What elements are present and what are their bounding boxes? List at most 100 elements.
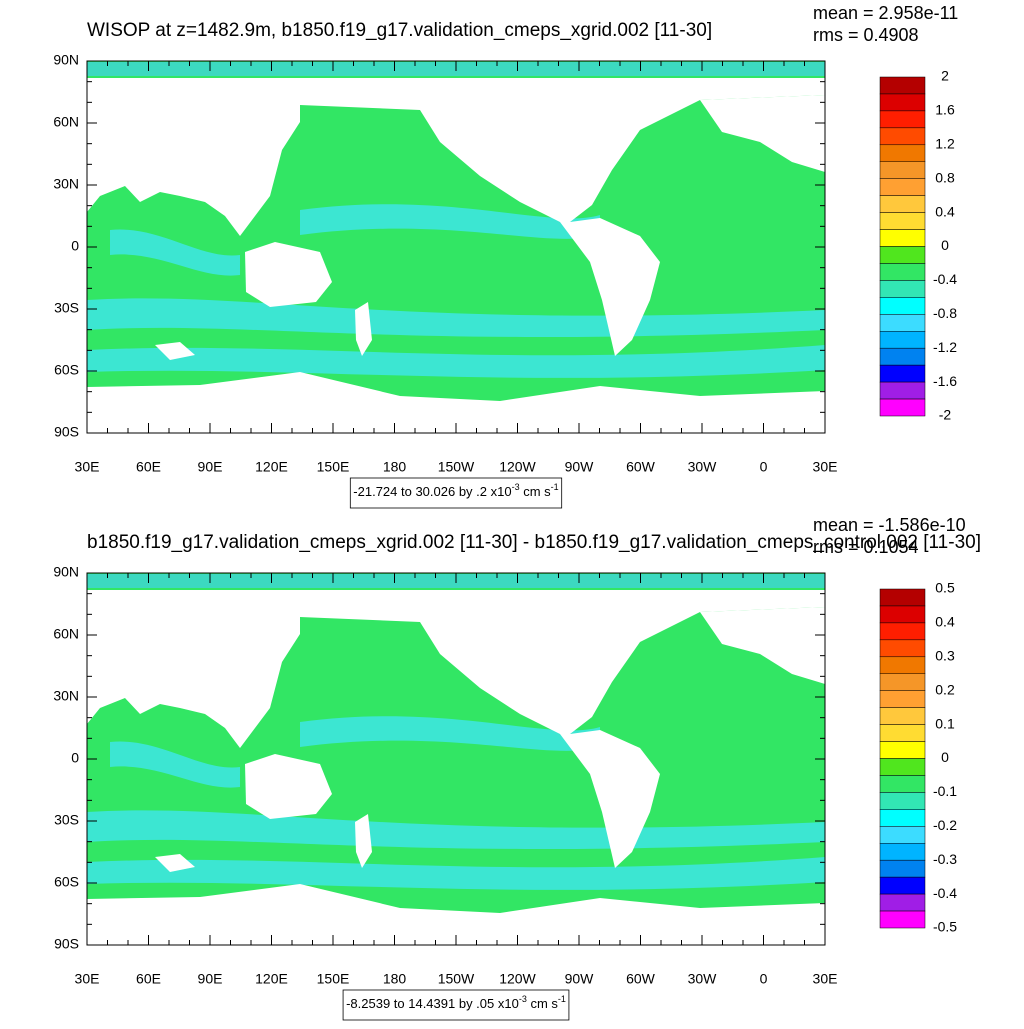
range-box xyxy=(349,477,563,509)
colorbar-box xyxy=(879,347,926,366)
colorbar-box xyxy=(879,656,926,675)
colorbar-box xyxy=(879,144,926,163)
colorbar-label: -0.3 xyxy=(933,851,957,867)
map-panel: WISOP at z=1482.9m, b1850.f19_g17.valida… xyxy=(53,3,958,509)
colorbar-box xyxy=(879,127,926,146)
lon-label: 30E xyxy=(813,971,838,987)
range-exponent: -3 xyxy=(519,994,527,1004)
lat-label: 0 xyxy=(71,750,79,766)
colorbar-label: 0 xyxy=(941,237,949,253)
range-text: -8.2539 to 14.4391 by .05 x10-3 cm s-1 xyxy=(346,994,566,1011)
colorbar-box xyxy=(879,690,926,708)
colorbar-label: -0.2 xyxy=(933,817,957,833)
lon-label: 0 xyxy=(760,971,768,987)
colorbar-label: -0.5 xyxy=(933,919,957,935)
lon-label: 30W xyxy=(688,459,718,475)
colorbar-label: -1.6 xyxy=(933,373,957,389)
mean-text: mean = -1.586e-10 xyxy=(813,515,966,535)
colorbar-box xyxy=(879,263,926,281)
colorbar-box xyxy=(879,792,926,810)
lon-label: 30E xyxy=(75,459,100,475)
colorbar-box xyxy=(879,229,926,247)
lat-label: 30N xyxy=(53,688,79,704)
panel-title: WISOP at z=1482.9m, b1850.f19_g17.valida… xyxy=(87,20,712,41)
lon-label: 60W xyxy=(626,971,656,987)
lon-label: 30E xyxy=(813,459,838,475)
colorbar-label: 1.2 xyxy=(935,136,955,152)
colorbar-box xyxy=(879,622,926,641)
colorbar-box xyxy=(879,381,926,400)
lat-label: 30S xyxy=(54,812,79,828)
colorbar-label: 2 xyxy=(941,68,949,84)
lon-label: 120W xyxy=(499,971,536,987)
colorbar-box xyxy=(879,673,926,691)
lon-label: 180 xyxy=(383,971,407,987)
lon-label: 120W xyxy=(499,459,536,475)
mean-text: mean = 2.958e-11 xyxy=(813,3,958,23)
lon-label: 30W xyxy=(688,971,718,987)
colorbar-label: -0.4 xyxy=(933,271,957,287)
colorbar-box xyxy=(879,707,926,725)
colorbar-box xyxy=(879,893,926,912)
colorbar-label: 0.8 xyxy=(935,169,955,185)
lon-label: 60E xyxy=(136,971,161,987)
colorbar-box xyxy=(879,195,926,213)
colorbar-box xyxy=(879,826,926,844)
lon-label: 150E xyxy=(317,459,350,475)
colorbar-box xyxy=(879,178,926,196)
range-exponent: -3 xyxy=(512,482,520,492)
colorbar-box xyxy=(879,76,926,95)
range-main: -8.2539 to 14.4391 by .05 x10 xyxy=(346,996,519,1011)
colorbar-box xyxy=(879,246,926,264)
colorbar-box xyxy=(879,843,926,861)
colorbar-label: 0.5 xyxy=(935,580,955,596)
range-box xyxy=(342,989,570,1021)
lat-label: 60N xyxy=(53,626,79,642)
lon-label: 60W xyxy=(626,459,656,475)
lat-label: 90S xyxy=(54,936,79,952)
colorbar-box xyxy=(879,809,926,827)
range-text: -21.724 to 30.026 by .2 x10-3 cm s-1 xyxy=(353,482,558,499)
colorbar-box xyxy=(879,639,926,658)
range-main: -21.724 to 30.026 by .2 x10 xyxy=(353,484,511,499)
rms-text: rms = 0.1054 xyxy=(813,537,919,557)
colorbar-box xyxy=(879,775,926,793)
colorbar-box xyxy=(879,605,926,624)
map-panel: b1850.f19_g17.validation_cmeps_xgrid.002… xyxy=(53,515,981,1021)
colorbar-box xyxy=(879,398,926,417)
colorbar-box xyxy=(879,161,926,179)
lon-label: 90W xyxy=(565,971,595,987)
lon-label: 150W xyxy=(438,971,475,987)
lon-label: 30E xyxy=(75,971,100,987)
lat-label: 90N xyxy=(53,52,79,68)
colorbar-box xyxy=(879,93,926,112)
colorbar-label: 0 xyxy=(941,749,949,765)
lat-label: 60S xyxy=(54,362,79,378)
colorbar-label: 0.4 xyxy=(935,203,955,219)
lon-label: 90E xyxy=(198,459,223,475)
colorbar-label: -0.4 xyxy=(933,885,957,901)
lat-label: 30S xyxy=(54,300,79,316)
colorbar-box xyxy=(879,110,926,129)
colorbar-label: 0.3 xyxy=(935,648,955,664)
colorbar-label: -0.1 xyxy=(933,783,957,799)
colorbar-label: -2 xyxy=(939,407,952,423)
colorbar-box xyxy=(879,859,926,878)
range-unit: cm s xyxy=(527,996,559,1011)
colorbar-box xyxy=(879,280,926,298)
colorbar-box xyxy=(879,314,926,332)
lon-label: 60E xyxy=(136,459,161,475)
colorbar-box xyxy=(879,364,926,383)
range-unit: cm s xyxy=(520,484,552,499)
colorbar-box xyxy=(879,297,926,315)
colorbar-box xyxy=(879,876,926,895)
lat-label: 90S xyxy=(54,424,79,440)
colorbar-box xyxy=(879,331,926,349)
lon-label: 90E xyxy=(198,971,223,987)
colorbar-label: -0.8 xyxy=(933,305,957,321)
range-exponent: -1 xyxy=(551,482,559,492)
colorbar-label: 0.1 xyxy=(935,715,955,731)
panel-title: b1850.f19_g17.validation_cmeps_xgrid.002… xyxy=(87,532,981,553)
lat-label: 60N xyxy=(53,114,79,130)
